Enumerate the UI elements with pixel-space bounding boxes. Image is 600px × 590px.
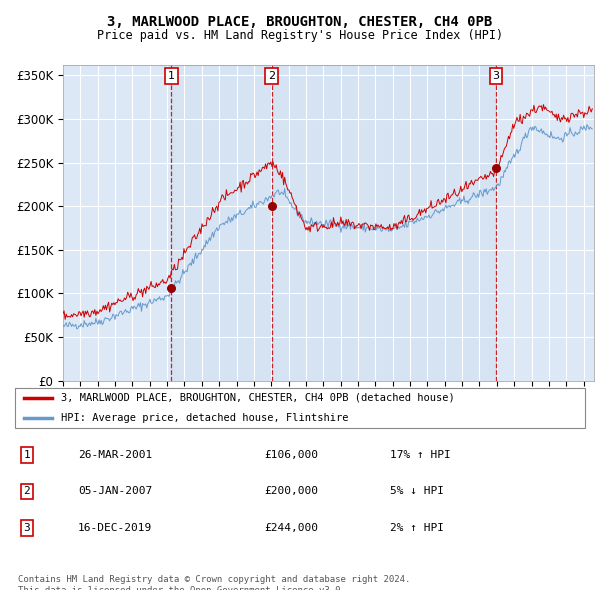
Text: 3: 3 bbox=[493, 71, 500, 81]
Text: 3, MARLWOOD PLACE, BROUGHTON, CHESTER, CH4 0PB: 3, MARLWOOD PLACE, BROUGHTON, CHESTER, C… bbox=[107, 15, 493, 29]
Text: £244,000: £244,000 bbox=[264, 523, 318, 533]
Text: Contains HM Land Registry data © Crown copyright and database right 2024.
This d: Contains HM Land Registry data © Crown c… bbox=[18, 575, 410, 590]
Text: HPI: Average price, detached house, Flintshire: HPI: Average price, detached house, Flin… bbox=[61, 414, 349, 423]
Text: 26-MAR-2001: 26-MAR-2001 bbox=[78, 450, 152, 460]
Point bbox=[166, 283, 176, 293]
Text: 1: 1 bbox=[168, 71, 175, 81]
Text: £200,000: £200,000 bbox=[264, 487, 318, 496]
Bar bbox=[171, 65, 272, 381]
Text: 2: 2 bbox=[23, 487, 31, 496]
Text: 17% ↑ HPI: 17% ↑ HPI bbox=[390, 450, 451, 460]
FancyBboxPatch shape bbox=[15, 388, 585, 428]
Text: £106,000: £106,000 bbox=[264, 450, 318, 460]
Text: 2% ↑ HPI: 2% ↑ HPI bbox=[390, 523, 444, 533]
Text: 1: 1 bbox=[23, 450, 31, 460]
Text: 05-JAN-2007: 05-JAN-2007 bbox=[78, 487, 152, 496]
Text: 16-DEC-2019: 16-DEC-2019 bbox=[78, 523, 152, 533]
Text: 3: 3 bbox=[23, 523, 31, 533]
Bar bbox=[272, 65, 496, 381]
Text: Price paid vs. HM Land Registry's House Price Index (HPI): Price paid vs. HM Land Registry's House … bbox=[97, 30, 503, 42]
Text: 3, MARLWOOD PLACE, BROUGHTON, CHESTER, CH4 0PB (detached house): 3, MARLWOOD PLACE, BROUGHTON, CHESTER, C… bbox=[61, 392, 455, 402]
Text: 2: 2 bbox=[268, 71, 275, 81]
Text: 5% ↓ HPI: 5% ↓ HPI bbox=[390, 487, 444, 496]
Point bbox=[267, 201, 277, 211]
Point bbox=[491, 163, 501, 172]
